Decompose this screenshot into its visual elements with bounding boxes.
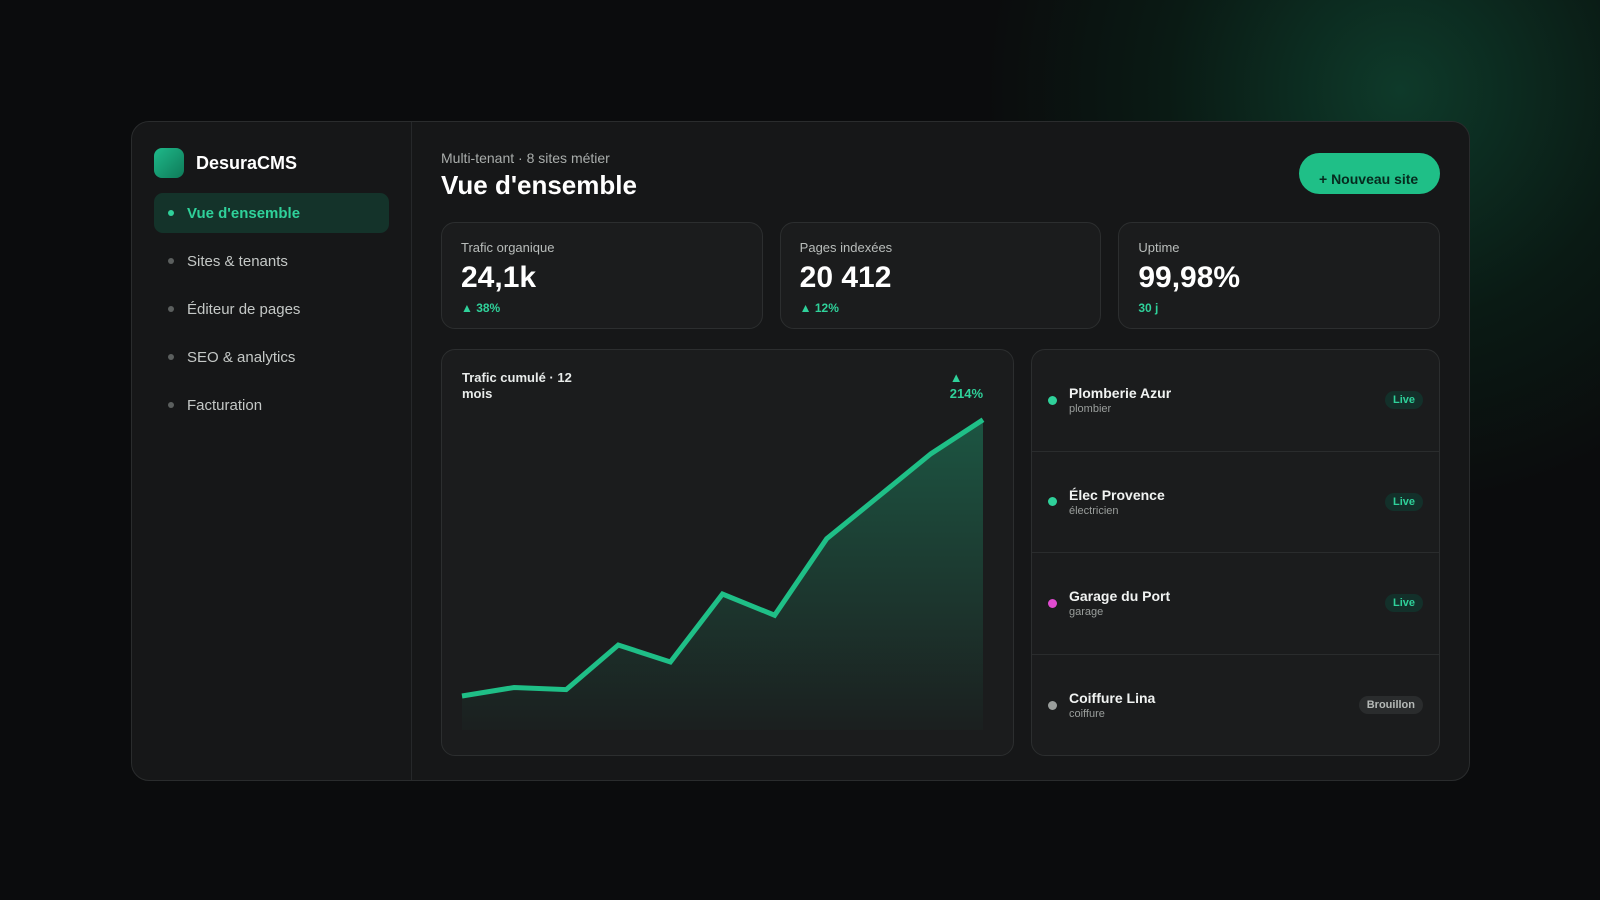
- lower-panels: Trafic cumulé · 12 mois ▲ 214% Plomberie…: [441, 349, 1440, 756]
- stat-label: Trafic organique: [461, 240, 555, 255]
- sidebar-item-overview[interactable]: Vue d'ensemble: [154, 193, 389, 233]
- sidebar-item-seo[interactable]: SEO & analytics: [154, 337, 389, 377]
- page-title: Vue d'ensemble: [441, 170, 637, 200]
- site-info: Plomberie Azur plombier: [1069, 385, 1385, 415]
- nav-dot-icon: [168, 258, 174, 264]
- site-name: Coiffure Lina: [1069, 690, 1156, 707]
- status-badge: Brouillon: [1358, 696, 1423, 715]
- site-row[interactable]: Plomberie Azur plombier Live: [1032, 350, 1439, 452]
- site-row[interactable]: Coiffure Lina coiffure Brouillon: [1032, 655, 1439, 756]
- brand-name: DesuraCMS: [196, 152, 298, 173]
- sidebar-item-label: Éditeur de pages: [187, 300, 301, 318]
- sidebar-item-label: Vue d'ensemble: [187, 204, 301, 222]
- nav-dot-icon: [168, 354, 174, 360]
- status-badge: Live: [1384, 594, 1423, 613]
- brand[interactable]: DesuraCMS: [154, 147, 389, 179]
- page-header: Multi-tenant · 8 sites métier Vue d'ense…: [441, 150, 1440, 222]
- site-name: Plomberie Azur: [1069, 385, 1172, 402]
- app-window: DesuraCMS Vue d'ensemble Sites & tenants…: [131, 121, 1470, 781]
- sidebar-item-billing[interactable]: Facturation: [154, 385, 389, 425]
- site-row[interactable]: Garage du Port garage Live: [1032, 553, 1439, 655]
- site-row[interactable]: Élec Provence électricien Live: [1032, 452, 1439, 553]
- site-type: électricien: [1069, 504, 1119, 517]
- chart-title: Trafic cumulé · 12 mois: [462, 370, 572, 401]
- sidebar-nav: Vue d'ensemble Sites & tenants Éditeur d…: [154, 193, 389, 425]
- site-status-dot: [1048, 395, 1057, 405]
- traffic-chart-card: Trafic cumulé · 12 mois ▲ 214%: [441, 349, 1014, 756]
- site-name: Élec Provence: [1069, 486, 1165, 503]
- stat-label: Pages indexées: [799, 240, 893, 255]
- stat-delta: ▲ 12%: [799, 301, 839, 315]
- site-info: Coiffure Lina coiffure: [1069, 690, 1359, 720]
- logo-icon: [154, 148, 184, 178]
- stat-delta: ▲ 38%: [461, 301, 501, 315]
- status-badge: Live: [1384, 391, 1423, 410]
- site-type: coiffure: [1069, 708, 1105, 721]
- title-block: Multi-tenant · 8 sites métier Vue d'ense…: [441, 150, 637, 201]
- site-status-dot: [1048, 598, 1057, 608]
- stat-delta: 30 j: [1138, 301, 1159, 315]
- chart-delta: ▲ 214%: [950, 370, 983, 402]
- chart-delta-arrow: ▲: [949, 370, 963, 385]
- nav-dot-icon: [168, 306, 174, 312]
- sidebar-item-sites[interactable]: Sites & tenants: [154, 241, 389, 281]
- stat-value: 20 412: [799, 261, 892, 294]
- stat-card-traffic: Trafic organique 24,1k ▲ 38%: [441, 222, 763, 329]
- stat-card-pages: Pages indexées 20 412 ▲ 12%: [779, 222, 1102, 329]
- sidebar-item-label: SEO & analytics: [187, 348, 296, 366]
- stat-label: Uptime: [1138, 240, 1180, 255]
- chart-delta-value: 214%: [949, 386, 983, 401]
- main-content: Multi-tenant · 8 sites métier Vue d'ense…: [412, 122, 1469, 780]
- site-type: garage: [1069, 606, 1104, 619]
- stat-value: 24,1k: [461, 261, 537, 294]
- site-info: Élec Provence électricien: [1069, 487, 1385, 517]
- sidebar: DesuraCMS Vue d'ensemble Sites & tenants…: [132, 122, 412, 780]
- sites-list: Plomberie Azur plombier Live Élec Proven…: [1031, 349, 1440, 756]
- stat-value: 99,98%: [1138, 261, 1241, 294]
- stats-row: Trafic organique 24,1k ▲ 38% Pages index…: [441, 222, 1441, 329]
- stat-card-uptime: Uptime 99,98% 30 j: [1118, 222, 1441, 329]
- site-info: Garage du Port garage: [1069, 588, 1385, 618]
- status-badge: Live: [1384, 492, 1423, 511]
- sidebar-item-label: Facturation: [187, 396, 263, 414]
- site-status-dot: [1048, 497, 1057, 507]
- page-subtitle: Multi-tenant · 8 sites métier: [441, 150, 610, 166]
- sidebar-item-editor[interactable]: Éditeur de pages: [154, 289, 389, 329]
- nav-dot-icon: [168, 402, 174, 408]
- new-site-button[interactable]: + Nouveau site: [1299, 153, 1440, 194]
- nav-dot-icon: [168, 210, 174, 216]
- chart-area: [462, 419, 983, 730]
- traffic-chart: [461, 417, 985, 730]
- sidebar-item-label: Sites & tenants: [187, 252, 288, 270]
- site-status-dot: [1048, 700, 1057, 710]
- site-name: Garage du Port: [1069, 588, 1171, 605]
- site-type: plombier: [1069, 403, 1112, 416]
